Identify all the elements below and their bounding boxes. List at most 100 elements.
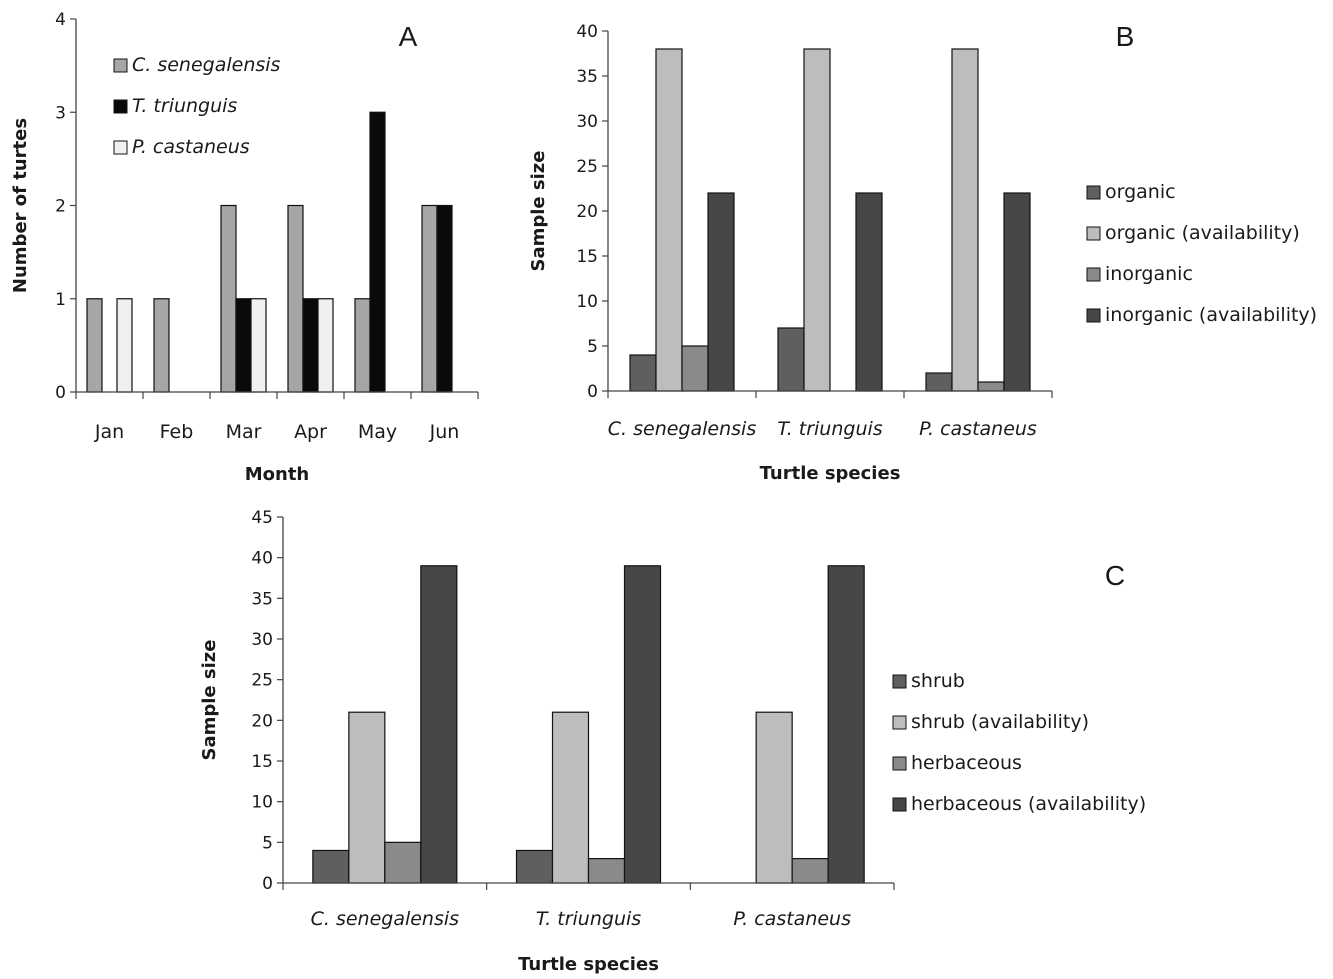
- bar-inorganic-availability-0: [707, 192, 735, 392]
- bar-herbaceous-availability-0: [420, 565, 458, 884]
- x-category-label: C. senegalensis: [311, 908, 460, 930]
- x-category-label: P. castaneus: [919, 418, 1037, 440]
- bar-t-triunguis-3: [302, 298, 319, 393]
- legend-swatch: [1086, 185, 1101, 200]
- y-tick-label: 15: [251, 752, 273, 772]
- legend-swatch: [1086, 267, 1101, 282]
- bar-shrub-availability-2: [755, 711, 793, 884]
- x-category-label: Jun: [429, 421, 460, 443]
- bar-t-triunguis-5: [436, 204, 453, 393]
- legend-entry: P. castaneus: [132, 136, 250, 158]
- y-tick-label: 1: [55, 290, 66, 310]
- bar-c-senegalensis-3: [287, 204, 304, 393]
- bar-organic-1: [777, 327, 805, 392]
- bar-inorganic-2: [977, 381, 1005, 392]
- y-axis-title: Sample size: [199, 640, 220, 761]
- legend-entry: shrub (availability): [911, 711, 1089, 733]
- y-tick-label: 20: [576, 202, 598, 222]
- legend-swatch: [113, 99, 128, 114]
- bar-c-senegalensis-1: [153, 298, 170, 393]
- bar-organic-0: [629, 354, 657, 392]
- legend-swatch: [1086, 226, 1101, 241]
- y-axis-title: Number of turtes: [10, 118, 31, 293]
- x-axis-title: Turtle species: [760, 463, 901, 484]
- bar-organic-availability-0: [655, 48, 683, 392]
- y-tick-label: 0: [55, 383, 66, 403]
- legend-swatch: [892, 756, 907, 771]
- panel-letter: C: [1105, 560, 1125, 591]
- bar-c-senegalensis-5: [421, 204, 438, 393]
- y-tick-label: 30: [251, 630, 273, 650]
- panel-letter: B: [1116, 21, 1135, 52]
- bar-shrub-availability-0: [348, 711, 386, 884]
- x-axis-title: Turtle species: [518, 954, 659, 975]
- legend-entry: inorganic: [1105, 263, 1193, 285]
- y-tick-label: 2: [55, 197, 66, 217]
- y-tick-label: 45: [251, 508, 273, 528]
- y-tick-label: 40: [251, 549, 273, 569]
- legend-entry: herbaceous (availability): [911, 793, 1146, 815]
- x-axis-title: Month: [245, 464, 310, 485]
- x-category-label: C. senegalensis: [608, 418, 757, 440]
- y-tick-label: 20: [251, 711, 273, 731]
- bar-inorganic-availability-2: [1003, 192, 1031, 392]
- y-tick-label: 35: [251, 589, 273, 609]
- panel-b: B 0 5 10 15 20 25 30 35 40 C. senegalensis T. triun…: [528, 21, 1317, 484]
- y-tick-label: 5: [587, 337, 598, 357]
- y-tick-label: 25: [251, 671, 273, 691]
- bar-inorganic-availability-1: [855, 192, 883, 392]
- bar-inorganic-0: [681, 345, 709, 392]
- x-category-label: May: [358, 421, 397, 443]
- bar-t-triunguis-2: [235, 298, 252, 393]
- legend-entry: organic (availability): [1105, 222, 1300, 244]
- legend-entry: organic: [1105, 181, 1176, 203]
- bar-c-senegalensis-2: [220, 204, 237, 393]
- legend-swatch: [892, 715, 907, 730]
- x-category-label: T. triunguis: [777, 418, 882, 440]
- y-tick-label: 5: [262, 833, 273, 853]
- panel-letter: A: [399, 21, 418, 52]
- bar-herbaceous-availability-2: [827, 565, 865, 884]
- y-tick-label: 30: [576, 112, 598, 132]
- x-category-label: Mar: [226, 421, 262, 443]
- y-tick-label: 10: [251, 793, 273, 813]
- panel-c: C 0 5 10 15 20 25 30 35 40 45 C. senegalensis T. tri…: [199, 508, 1146, 975]
- y-tick-label: 3: [55, 103, 66, 123]
- bar-organic-availability-1: [803, 48, 831, 392]
- legend-swatch: [113, 58, 128, 73]
- bar-organic-availability-2: [951, 48, 979, 392]
- bar-shrub-1: [515, 849, 554, 884]
- x-category-label: P. castaneus: [733, 908, 851, 930]
- bar-shrub-0: [312, 849, 350, 884]
- x-category-label: Apr: [294, 421, 327, 443]
- bar-p-castaneus-3: [317, 298, 334, 393]
- bar-organic-2: [925, 372, 953, 392]
- legend-entry: herbaceous: [911, 752, 1022, 774]
- bar-herbaceous-0: [384, 841, 422, 884]
- x-category-label: T. triunguis: [536, 908, 641, 930]
- x-category-label: Jan: [94, 421, 124, 443]
- bar-herbaceous-1: [587, 857, 626, 884]
- y-axis-title: Sample size: [528, 151, 549, 272]
- bar-c-senegalensis-0: [86, 298, 103, 393]
- y-tick-label: 25: [576, 157, 598, 177]
- legend-entry: inorganic (availability): [1105, 304, 1317, 326]
- bar-herbaceous-2: [791, 857, 829, 884]
- legend-swatch: [892, 797, 907, 812]
- bar-p-castaneus-2: [250, 298, 267, 393]
- bar-shrub-availability-1: [551, 711, 590, 884]
- y-tick-label: 4: [55, 10, 66, 30]
- legend-swatch: [1086, 308, 1101, 323]
- panel-a: A 0 1 2 3 4 Jan Feb Mar Apr May Jun Month Number of t…: [10, 10, 479, 485]
- y-tick-label: 0: [587, 382, 598, 402]
- bar-t-triunguis-4: [369, 111, 386, 393]
- bar-herbaceous-availability-1: [623, 565, 662, 884]
- bar-c-senegalensis-4: [354, 298, 371, 393]
- bar-p-castaneus-0: [116, 298, 133, 393]
- legend-entry: shrub: [911, 670, 965, 692]
- y-tick-label: 35: [576, 67, 598, 87]
- legend-swatch: [113, 140, 128, 155]
- y-tick-label: 40: [576, 22, 598, 42]
- x-category-label: Feb: [160, 421, 194, 443]
